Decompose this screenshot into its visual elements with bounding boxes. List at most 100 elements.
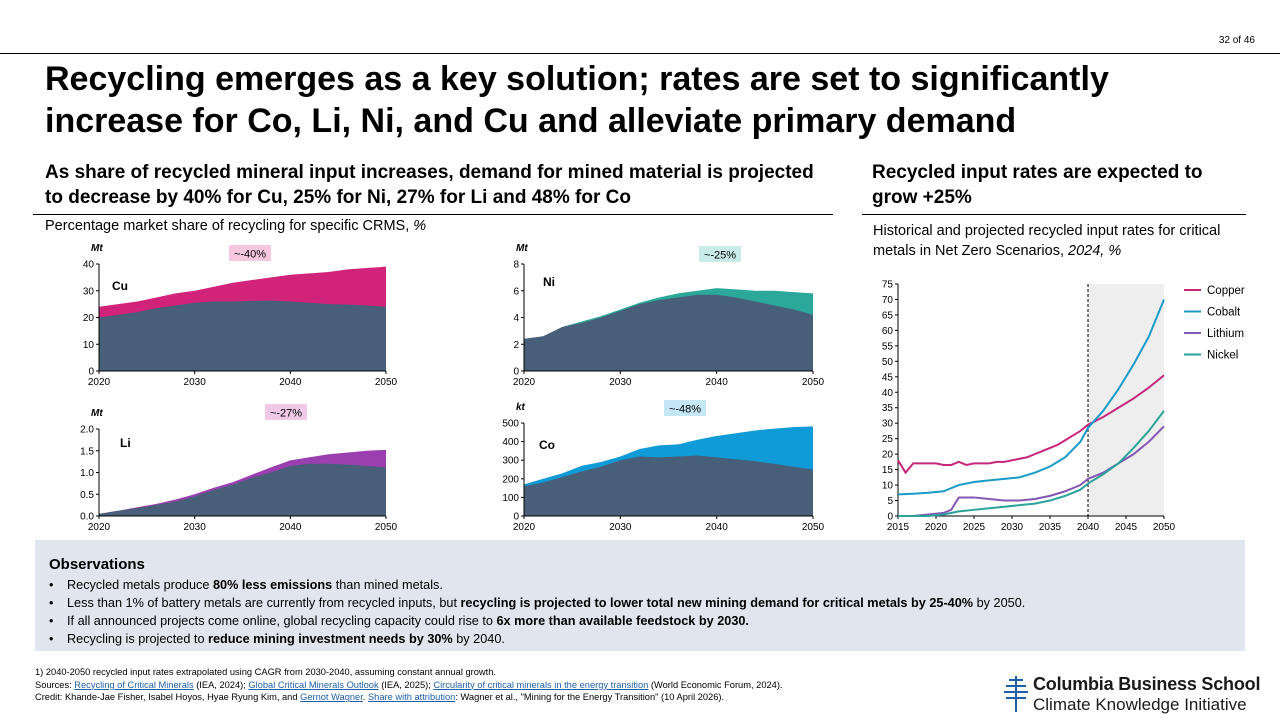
obs-text: by 2040. — [452, 632, 505, 646]
line-series-nickel — [898, 410, 1165, 517]
y-tick-label: 65 — [882, 310, 894, 321]
x-tick-label: 2035 — [1039, 522, 1062, 533]
obs-text: Recycled metals produce — [67, 578, 213, 592]
legend-label-cobalt: Cobalt — [1207, 307, 1241, 319]
y-tick-label: 70 — [882, 295, 894, 306]
logo: Columbia Business School Climate Knowled… — [1003, 672, 1260, 716]
sources-label: Sources: — [35, 679, 75, 690]
y-tick-label: 0 — [513, 367, 519, 378]
reduction-badge-bg — [265, 404, 307, 420]
x-tick-label: 2040 — [1077, 522, 1100, 533]
credit-text: : Wagner et al., "Mining for the Energy … — [455, 692, 725, 702]
x-tick-label: 2025 — [963, 522, 986, 533]
y-tick-label: 75 — [882, 280, 894, 291]
source-text: (IEA, 2025); — [378, 679, 434, 690]
x-tick-label: 2040 — [279, 377, 302, 388]
y-tick-label: 30 — [83, 286, 95, 297]
x-tick-label: 2020 — [513, 377, 536, 388]
x-tick-label: 2040 — [706, 377, 729, 388]
x-tick-label: 2030 — [184, 522, 207, 533]
source-text: (World Economic Forum, 2024). — [648, 679, 783, 690]
obs-text: Less than 1% of battery metals are curre… — [67, 596, 461, 610]
observations-list: Recycled metals produce 80% less emissio… — [49, 576, 1025, 648]
x-tick-label: 2040 — [279, 522, 302, 533]
reduction-label: ~-40% — [234, 249, 266, 261]
y-tick-label: 10 — [83, 340, 95, 351]
mined-area-co — [524, 455, 813, 516]
top-rule — [0, 53, 1280, 54]
mined-area-ni — [524, 294, 813, 371]
obs-bold: recycling is projected to lower total ne… — [460, 596, 974, 610]
x-tick-label: 2020 — [88, 377, 111, 388]
y-tick-label: 50 — [882, 357, 894, 368]
y-tick-label: 55 — [882, 341, 894, 352]
reduction-label: ~-27% — [270, 408, 302, 420]
x-tick-label: 2050 — [802, 522, 825, 533]
observations-title: Observations — [49, 556, 145, 573]
unit-label: Mt — [516, 243, 528, 254]
x-tick-label: 2030 — [609, 522, 632, 533]
reduction-badge-bg — [229, 245, 271, 261]
credit-text: Credit: Khande-Jae Fisher, Isabel Hoyos,… — [35, 692, 301, 702]
observation-item: Recycled metals produce 80% less emissio… — [49, 576, 1025, 594]
legend-label-nickel: Nickel — [1207, 350, 1238, 362]
observations-panel: Observations Recycled metals produce 80%… — [35, 540, 1245, 651]
y-tick-label: 60 — [882, 326, 894, 337]
y-tick-label: 0 — [513, 512, 519, 523]
unit-label: kt — [516, 402, 526, 413]
left-heading: As share of recycled mineral input incre… — [45, 162, 814, 208]
y-tick-label: 1.0 — [80, 468, 94, 479]
columbia-crown-icon — [1004, 676, 1028, 712]
obs-text: Recycling is projected to — [67, 632, 209, 646]
attribution-link[interactable]: Share with attribution — [367, 692, 456, 702]
source-link-3[interactable]: Circularity of critical minerals in the … — [433, 679, 649, 690]
footnote: 1) 2040-2050 recycled input rates extrap… — [35, 667, 496, 677]
metal-label: Co — [539, 438, 555, 452]
legend-label-copper: Copper — [1207, 285, 1245, 297]
x-tick-label: 2030 — [1001, 522, 1024, 533]
x-tick-label: 2030 — [184, 377, 207, 388]
line-series-cobalt — [897, 299, 1165, 496]
logo-name: Columbia Business School — [1033, 674, 1261, 694]
y-tick-label: 40 — [83, 260, 95, 271]
left-divider — [33, 214, 833, 215]
x-tick-label: 2030 — [609, 377, 632, 388]
y-tick-label: 300 — [502, 456, 519, 467]
y-tick-label: 1.5 — [80, 446, 94, 457]
left-description: Percentage market share of recycling for… — [45, 218, 426, 234]
y-tick-label: 2.0 — [80, 425, 94, 436]
obs-text: If all announced projects come online, g… — [67, 614, 497, 628]
credit-text: . — [362, 692, 368, 702]
author-link[interactable]: Gernot Wagner — [300, 692, 363, 702]
obs-text: than mined metals. — [332, 578, 443, 592]
source-link-2[interactable]: Global Critical Minerals Outlook — [248, 679, 379, 690]
footer: 1) 2040-2050 recycled input rates extrap… — [35, 666, 965, 704]
y-tick-label: 6 — [513, 286, 519, 297]
y-tick-label: 500 — [502, 419, 519, 430]
x-tick-label: 2020 — [925, 522, 948, 533]
mined-area-cu — [99, 300, 386, 371]
credit: Credit: Khande-Jae Fisher, Isabel Hoyos,… — [35, 691, 965, 704]
reduction-badge-bg — [699, 246, 741, 262]
logo-subtitle: Climate Knowledge Initiative — [1033, 695, 1247, 714]
y-tick-label: 10 — [882, 481, 894, 492]
right-heading: Recycled input rates are expected to gro… — [872, 162, 1203, 208]
x-tick-label: 2015 — [887, 522, 910, 533]
legend-label-lithium: Lithium — [1207, 328, 1244, 340]
source-link-1[interactable]: Recycling of Critical Minerals — [74, 679, 194, 690]
y-tick-label: 8 — [513, 260, 519, 271]
x-tick-label: 2020 — [88, 522, 111, 533]
y-tick-label: 2 — [513, 340, 519, 351]
source-text: (IEA, 2024); — [193, 679, 249, 690]
y-tick-label: 20 — [83, 313, 95, 324]
unit-label: Mt — [91, 408, 103, 419]
obs-bold: reduce mining investment needs by 30% — [208, 632, 453, 646]
reduction-label: ~-25% — [704, 250, 736, 262]
reduction-label: ~-48% — [669, 404, 701, 416]
x-tick-label: 2045 — [1115, 522, 1138, 533]
right-desc-unit: 2024, % — [1068, 243, 1122, 259]
slide-title: Recycling emerges as a key solution; rat… — [45, 60, 1109, 140]
obs-text: by 2050. — [973, 596, 1026, 610]
x-tick-label: 2050 — [375, 377, 398, 388]
